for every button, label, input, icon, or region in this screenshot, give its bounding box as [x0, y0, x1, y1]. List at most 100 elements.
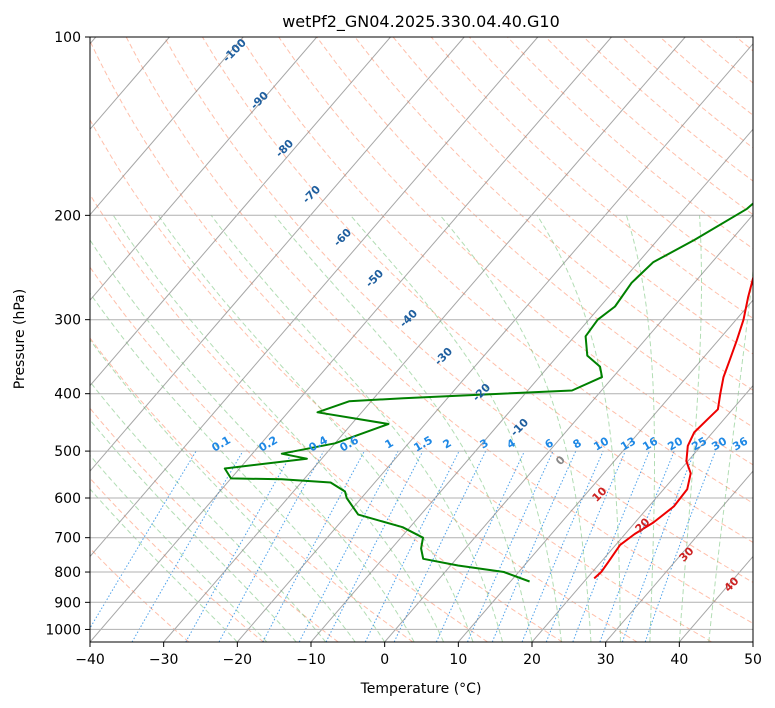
isotherm-line [90, 37, 244, 216]
mixing-ratio-line [298, 450, 399, 642]
x-tick-label: 10 [449, 652, 467, 668]
isotherm-line [90, 37, 612, 642]
y-tick-label: 400 [54, 387, 81, 403]
mixing-ratio-line [90, 450, 197, 630]
moist-adiabat [90, 419, 297, 642]
mixing-ratio-line [262, 450, 365, 642]
dry-adiabat [468, 37, 753, 284]
isotherm-label: -40 [397, 307, 420, 330]
dry-adiabat [90, 407, 339, 642]
grid [90, 37, 753, 642]
moist-adiabat [90, 339, 356, 642]
y-axis-label: Pressure (hPa) [12, 289, 28, 389]
dry-adiabat [430, 37, 753, 319]
isotherm-label: -60 [331, 226, 354, 249]
mixing-ratio-line [185, 450, 294, 642]
isotherm-label: -20 [470, 381, 493, 404]
mixing-ratio-line [393, 450, 487, 642]
mixing-ratio-label: 3 [478, 436, 491, 451]
y-tick-label: 1000 [45, 622, 81, 638]
mixing-ratio-label: 8 [571, 436, 584, 451]
x-tick-label: 0 [380, 652, 389, 668]
mixing-ratio-line [491, 450, 577, 642]
x-tick-label: −10 [296, 652, 326, 668]
dry-adiabat [163, 37, 753, 583]
dry-adiabat [90, 118, 638, 642]
x-tick-label: 40 [670, 652, 688, 668]
moist-adiabat [210, 215, 503, 642]
mixing-ratio-label: 16 [640, 434, 660, 453]
moist-adiabat [536, 215, 621, 642]
mixing-ratio-line [644, 450, 716, 642]
mixing-ratio-label: 36 [730, 434, 750, 453]
mixing-ratio-label: 6 [543, 436, 556, 451]
isotherm-line [457, 299, 753, 642]
moist-adiabat [90, 239, 415, 642]
isotherm-label: -70 [300, 183, 323, 206]
mixing-ratio-line [325, 450, 424, 642]
isotherm-label: -80 [273, 137, 296, 160]
dry-adiabat [621, 37, 753, 149]
x-tick-label: −20 [223, 652, 253, 668]
isotherm-line [236, 42, 753, 642]
series-lines [223, 202, 753, 583]
y-tick-label: 100 [54, 30, 81, 46]
y-tick-label: 600 [54, 491, 81, 507]
isotherm-line [90, 37, 465, 472]
isotherm-line [310, 128, 753, 642]
isotherm-label: -30 [432, 345, 455, 368]
mixing-ratio-label: 20 [665, 434, 685, 453]
mixing-ratio-line [621, 450, 696, 642]
dry-adiabat [278, 37, 753, 466]
dry-adiabat [735, 37, 753, 52]
dry-adiabat [201, 37, 753, 543]
mixing-ratio-line [572, 450, 650, 642]
dry-adiabat [354, 37, 753, 391]
isotherm-label: -90 [248, 89, 271, 112]
y-tick-label: 700 [54, 531, 81, 547]
dry-adiabat [90, 193, 563, 642]
mixing-ratio-line [131, 450, 244, 642]
isotherm-line [531, 384, 753, 642]
y-tick-label: 800 [54, 565, 81, 581]
moist-adiabat [90, 454, 268, 642]
moist-adiabat [708, 266, 753, 642]
dry-adiabat [90, 477, 264, 642]
temperature-line [593, 274, 753, 580]
isotherm-label: 10 [590, 484, 610, 504]
isotherm-label: 40 [722, 574, 742, 594]
x-tick-label: 30 [597, 652, 615, 668]
dry-adiabat [659, 37, 753, 116]
mixing-ratio-label: 30 [709, 434, 729, 453]
isotherm-label: -50 [363, 267, 386, 290]
mixing-ratio-line [545, 450, 626, 642]
isotherm-label: 0 [553, 453, 568, 468]
mixing-ratio-line [218, 450, 325, 642]
dry-adiabat [90, 39, 712, 642]
isotherm-label: -100 [220, 36, 249, 65]
x-axis-label: Temperature (°C) [360, 681, 482, 697]
moist-adiabat [439, 214, 592, 642]
y-tick-label: 900 [54, 595, 81, 611]
isotherm-line [163, 37, 686, 642]
axes: −40 −30 −20 −10 0 10 20 30 40 5010020030040050060… [45, 30, 762, 668]
mixing-ratio-line [435, 450, 525, 642]
dry-adiabat [90, 266, 488, 642]
moist-adiabat [625, 215, 655, 642]
dry-adiabat [125, 37, 753, 624]
moist-adiabat [678, 215, 702, 642]
isotherm-line [605, 470, 753, 642]
x-tick-label: 20 [523, 652, 541, 668]
isotherm-line [90, 37, 391, 387]
dry-adiabat [392, 37, 753, 355]
mixing-ratio-label: 1 [383, 436, 396, 451]
isotherm-line [90, 37, 539, 558]
x-tick-label: 50 [744, 652, 762, 668]
y-tick-label: 300 [54, 313, 81, 329]
mixing-ratio-line [599, 450, 675, 642]
x-tick-label: −30 [149, 652, 179, 668]
mixing-ratio-line [521, 450, 604, 642]
plot-frame [89, 36, 754, 643]
y-tick-label: 500 [54, 444, 81, 460]
